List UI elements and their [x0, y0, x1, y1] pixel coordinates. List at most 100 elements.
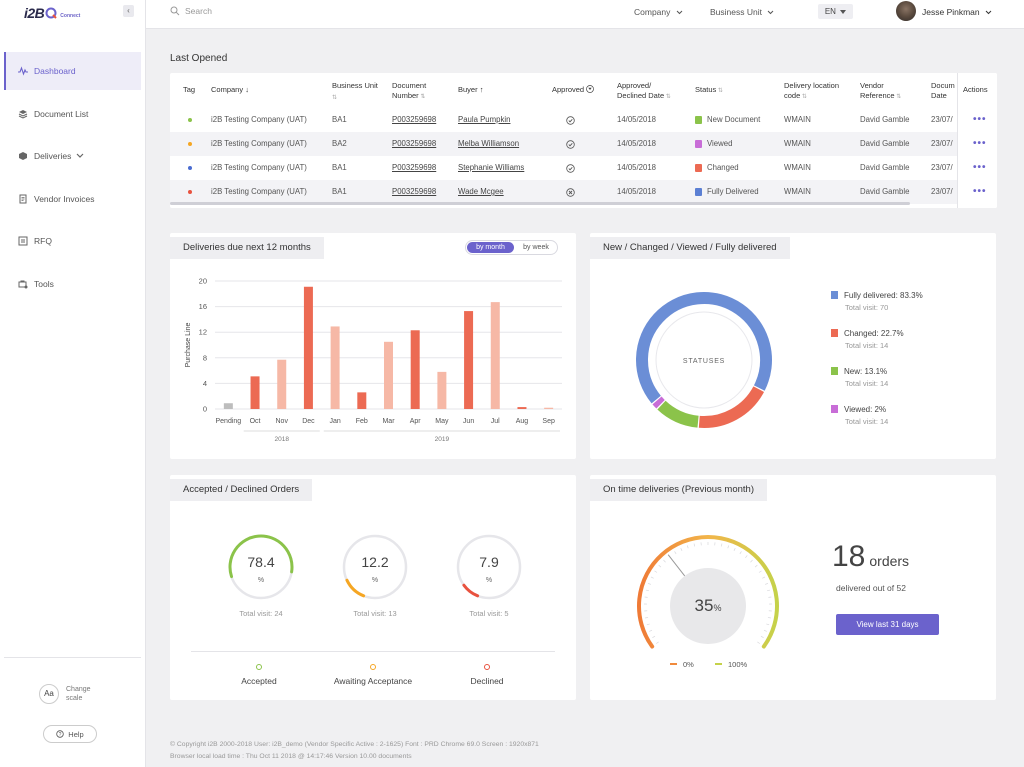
bar-oct[interactable]	[250, 376, 260, 409]
change-scale-label: Change scale	[66, 686, 91, 702]
row-actions-menu[interactable]: •••	[973, 162, 987, 173]
row-actions-menu[interactable]: •••	[973, 114, 987, 125]
business-unit-dropdown[interactable]: Business Unit	[710, 7, 774, 17]
acceptance-legend-item[interactable]: Declined	[432, 664, 542, 686]
x-tick-label: Apr	[410, 418, 422, 425]
bar-apr[interactable]	[410, 330, 420, 409]
change-scale-button[interactable]: Aa Change scale	[39, 684, 106, 704]
x-tick-label: Dec	[302, 418, 315, 425]
bar-pending[interactable]	[223, 403, 233, 409]
column-header-label: Document Number	[392, 81, 427, 100]
bar-dec[interactable]	[303, 286, 313, 409]
cell-doc[interactable]: P003259698	[392, 139, 437, 148]
x-tick-label: Jan	[329, 418, 340, 425]
sidebar-item-dashboard[interactable]: Dashboard	[4, 52, 141, 90]
cell-status: Viewed	[695, 132, 732, 156]
cell-buyer[interactable]: Paula Pumpkin	[458, 115, 511, 124]
bar-may[interactable]	[437, 371, 447, 409]
cell-doc[interactable]: P003259698	[392, 115, 437, 124]
bar-sep[interactable]	[544, 407, 554, 409]
bar-jun[interactable]	[464, 311, 474, 409]
bar-mar[interactable]	[384, 341, 393, 409]
cell-bu: BA1	[332, 163, 347, 172]
bar-aug[interactable]	[517, 407, 527, 409]
table-row[interactable]: i2B Testing Company (UAT) BA1 P003259698 Wa…	[170, 180, 957, 204]
speedometer-tick	[693, 543, 696, 547]
legend-label: 100%	[728, 660, 748, 669]
column-header-document-number[interactable]: Document Number ⇅	[392, 81, 442, 102]
column-header-label: Docum Date	[931, 81, 955, 100]
donut-slice[interactable]	[652, 396, 665, 409]
user-avatar[interactable]	[896, 1, 916, 21]
chevron-down-icon	[76, 153, 84, 158]
app-logo[interactable]: i2B Connect	[24, 4, 80, 22]
bar-jul[interactable]	[490, 302, 500, 409]
collapse-sidebar-button[interactable]: ‹	[123, 5, 134, 17]
legend-label: Accepted	[241, 676, 277, 686]
help-button[interactable]: ? Help	[43, 725, 97, 743]
row-actions-menu[interactable]: •••	[973, 138, 987, 149]
table-row[interactable]: i2B Testing Company (UAT) BA1 P003259698 Pa…	[170, 108, 957, 132]
table-row[interactable]: i2B Testing Company (UAT) BA1 P003259698 St…	[170, 156, 957, 180]
user-menu[interactable]: Jesse Pinkman	[922, 7, 992, 17]
y-tick-label: 4	[203, 379, 207, 388]
by-week-toggle[interactable]: by week	[523, 244, 549, 251]
speedometer-tick	[757, 641, 760, 644]
legend-item[interactable]: New: 13.1% Total visit: 14	[831, 366, 888, 390]
speedometer-tick	[733, 547, 736, 551]
gauge-unit: %	[257, 577, 265, 584]
accepted-declined-card: Accepted / Declined Orders 78.4% Total vi…	[170, 475, 576, 700]
speedometer-tick	[686, 545, 689, 549]
column-header-approved-declined-date[interactable]: Approved/ Declined Date ⇅	[617, 81, 677, 102]
legend-item[interactable]: Viewed: 2% Total visit: 14	[831, 404, 888, 428]
row-actions-menu[interactable]: •••	[973, 186, 987, 197]
view-last-31-days-button[interactable]: View last 31 days	[836, 614, 939, 635]
sidebar-item-rfq[interactable]: RFQ	[4, 222, 141, 260]
sidebar-item-tools[interactable]: Tools	[4, 265, 141, 303]
column-header-business-unit[interactable]: Business Unit ⇅	[332, 81, 378, 103]
cell-doc[interactable]: P003259698	[392, 163, 437, 172]
cell-doc[interactable]: P003259698	[392, 187, 437, 196]
acceptance-legend-item[interactable]: Awaiting Acceptance	[318, 664, 428, 686]
cell-vendor: David Gamble	[860, 115, 910, 124]
cell-date: 14/05/2018	[617, 115, 657, 124]
sidebar-item-document-list[interactable]: Document List	[4, 95, 141, 133]
column-header-approved[interactable]: Approved	[552, 85, 595, 95]
cell-buyer[interactable]: Stephanie Williams	[458, 163, 525, 172]
column-header-delivery-location[interactable]: Delivery location code ⇅	[784, 81, 840, 102]
sidebar-item-vendor-invoices[interactable]: Vendor Invoices	[4, 180, 141, 218]
cell-date: 14/05/2018	[617, 163, 657, 172]
cell-bu: BA2	[332, 139, 347, 148]
table-row[interactable]: i2B Testing Company (UAT) BA2 P003259698 Me…	[170, 132, 957, 156]
bar-jan[interactable]	[330, 326, 340, 409]
donut-slice[interactable]	[698, 386, 765, 428]
cell-company: i2B Testing Company (UAT)	[211, 115, 307, 124]
company-dropdown[interactable]: Company	[634, 7, 683, 17]
column-header-document-date[interactable]: Docum Date	[931, 81, 957, 101]
column-header-company[interactable]: Company ↓	[211, 85, 249, 95]
search-input[interactable]: Search	[170, 6, 212, 16]
gauge-unit: %	[485, 577, 493, 584]
by-month-toggle[interactable]: by month	[467, 242, 514, 253]
language-select[interactable]: EN	[818, 4, 853, 19]
sort-icon: ⇅	[716, 88, 723, 94]
column-header-status[interactable]: Status ⇅	[695, 85, 723, 96]
column-header-buyer[interactable]: Buyer ↑	[458, 85, 483, 95]
legend-item[interactable]: Fully delivered: 83.3% Total visit: 70	[831, 290, 923, 314]
legend-label: 0%	[683, 660, 694, 669]
bar-nov[interactable]	[277, 359, 287, 409]
column-header-vendor-reference[interactable]: Vendor Reference ⇅	[860, 81, 906, 102]
cell-buyer[interactable]: Melba Williamson	[458, 139, 520, 148]
period-toggle[interactable]: by month by week	[465, 240, 558, 255]
acceptance-legend-item[interactable]: Accepted	[204, 664, 314, 686]
bar-feb[interactable]	[357, 392, 367, 409]
donut-slice[interactable]	[657, 400, 699, 428]
acceptance-gauge: 7.9%	[454, 532, 524, 602]
donut-slice[interactable]	[636, 292, 772, 404]
legend-item[interactable]: Changed: 22.7% Total visit: 14	[831, 328, 904, 352]
cell-docdate: 23/07/	[931, 139, 953, 148]
horizontal-scrollbar[interactable]	[170, 202, 910, 205]
cell-buyer[interactable]: Wade Mcgee	[458, 187, 504, 196]
column-header-tag[interactable]: Tag	[183, 85, 196, 94]
sidebar-item-deliveries[interactable]: Deliveries	[4, 137, 141, 175]
